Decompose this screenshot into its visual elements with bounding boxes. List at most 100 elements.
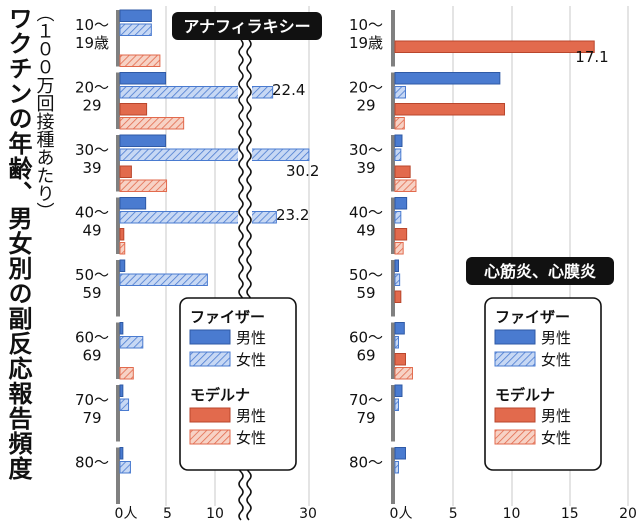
category-label: 49: [82, 222, 101, 240]
data-label: 22.4: [272, 81, 305, 99]
bar: [119, 447, 124, 460]
legend-label: 女性: [541, 351, 571, 369]
axis-segment: [391, 385, 395, 442]
legend-heading-pfizer: ファイザー: [190, 308, 265, 326]
panel-title-myocarditis-text: 心筋炎、心膜炎: [484, 262, 596, 281]
axis-segment: [116, 10, 120, 67]
bar: [394, 353, 406, 366]
data-label: 30.2: [286, 162, 319, 180]
bar: [119, 134, 167, 147]
panel-title-myocarditis-bg: [466, 257, 614, 285]
bar: [394, 228, 408, 241]
panel-title-anaphylaxis: アナフィラキシー: [172, 12, 322, 40]
bar: [394, 336, 399, 349]
unit-note: （１００万回接種あたり）: [34, 4, 55, 220]
bar: [394, 447, 406, 460]
legend-heading-moderna: モデルナ: [495, 386, 555, 404]
bar: [394, 117, 405, 130]
bar: [394, 242, 404, 255]
axis-segment: [116, 135, 120, 192]
bar: [119, 103, 148, 116]
category-label: 69: [356, 347, 375, 365]
axis-segment: [116, 197, 120, 254]
data-label: 23.2: [276, 206, 309, 224]
axis-segment: [116, 322, 120, 379]
category-label: 10～: [349, 16, 383, 34]
bar: [394, 165, 411, 178]
category-label: 29: [82, 97, 101, 115]
category-label: 50～: [75, 266, 109, 284]
axis-segment: [391, 10, 395, 67]
legend-label: 男性: [236, 329, 266, 347]
legend-heading-pfizer: ファイザー: [495, 308, 570, 326]
bar: [394, 134, 403, 147]
category-label: 40～: [349, 204, 383, 222]
axis-segment: [391, 260, 395, 317]
category-label: 19歳: [75, 34, 109, 52]
bar: [394, 103, 506, 116]
category-label: 60～: [75, 329, 109, 347]
legend-heading-moderna: モデルナ: [190, 386, 250, 404]
bar: [119, 336, 144, 349]
category-label: 59: [356, 284, 375, 302]
category-label: 70～: [349, 391, 383, 409]
bar: [394, 273, 401, 286]
category-label: 80～: [75, 454, 109, 472]
bar: [394, 384, 403, 397]
category-label: 59: [82, 284, 101, 302]
bar: [119, 228, 125, 241]
bar: [119, 72, 167, 85]
axis-segment: [116, 260, 120, 317]
bar: [394, 398, 399, 411]
category-label: 29: [356, 97, 375, 115]
category-label: 20～: [349, 79, 383, 97]
bar: [119, 367, 134, 380]
axis-segment: [391, 197, 395, 254]
legend-label: 男性: [236, 407, 266, 425]
bar: [119, 9, 152, 22]
legend-swatch: [189, 329, 231, 345]
category-label: 79: [356, 409, 375, 427]
bar: [394, 290, 402, 303]
bar: [119, 197, 147, 210]
bar: [119, 165, 132, 178]
tick-label: 5: [449, 506, 458, 522]
category-label: 30～: [75, 141, 109, 159]
tick-label: 30: [299, 506, 317, 522]
legend-label: 男性: [541, 407, 571, 425]
bar: [119, 117, 185, 130]
bar: [119, 322, 124, 335]
axis-segment: [391, 447, 395, 504]
bar: [119, 384, 124, 397]
tick-label: 20: [619, 506, 637, 522]
legend-swatch: [494, 407, 536, 423]
legend-label: 男性: [541, 329, 571, 347]
category-label: 80～: [349, 454, 383, 472]
tick-label: 0人: [390, 506, 413, 522]
legend-label: 女性: [541, 429, 571, 447]
bar: [394, 72, 501, 85]
category-label: 30～: [349, 141, 383, 159]
tick-label: 0人: [115, 506, 138, 522]
legend-swatch: [189, 407, 231, 423]
legend-swatch: [189, 351, 231, 367]
bar: [119, 179, 168, 192]
panel-2: 10～19歳 20～29 30～39 40～49 50～59 60～69 70～79 80～ 0…: [349, 6, 637, 522]
category-label: 39: [82, 159, 101, 177]
category-label: 69: [82, 347, 101, 365]
legend-swatch: [494, 351, 536, 367]
panel-title-anaphylaxis-bg: [172, 12, 322, 40]
tick-label: 5: [163, 506, 172, 522]
axis-segment: [116, 447, 120, 504]
bar: [119, 54, 161, 67]
bar: [119, 23, 152, 36]
axis-segment: [391, 135, 395, 192]
bar: [394, 259, 399, 272]
category-label: 20～: [75, 79, 109, 97]
panel-title-myocarditis: 心筋炎、心膜炎: [466, 257, 614, 285]
tick-label: 10: [503, 506, 521, 522]
bar: [119, 211, 277, 224]
bar: [119, 273, 208, 286]
